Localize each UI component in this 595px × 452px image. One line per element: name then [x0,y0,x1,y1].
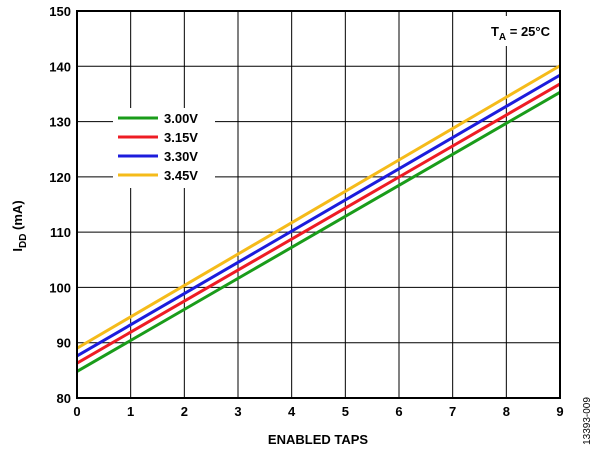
series-lines [76,64,561,373]
plot-frame [76,10,561,399]
y-tick-label: 90 [57,336,71,351]
legend: 3.00V 3.15V 3.30V 3.45V [113,108,215,188]
series-line-3.15V [76,82,561,365]
temperature-annotation: TA = 25°C [464,16,556,46]
y-axis-label: IDD (mA) [10,200,29,251]
x-axis-label: ENABLED TAPS [268,432,368,447]
series-line-3.45V [76,64,561,350]
x-tick-label: 8 [503,404,510,419]
y-axis-label-main: I [10,248,25,252]
x-tick-label: 3 [234,404,241,419]
annotation-sub: A [499,32,506,43]
y-tick-label: 120 [49,170,71,185]
y-tick-label: 140 [49,59,71,74]
y-tick-label: 80 [57,391,71,406]
y-axis-label-unit: (mA) [10,200,25,233]
x-tick-label: 0 [73,404,80,419]
x-tick-labels: 0 1 2 3 4 5 6 7 8 9 [73,404,563,419]
legend-label-3.30V: 3.30V [164,149,198,164]
x-tick-label: 7 [449,404,456,419]
figure-id: 13393-009 [582,397,593,445]
legend-label-3.15V: 3.15V [164,130,198,145]
x-tick-label: 4 [288,404,296,419]
legend-label-3.00V: 3.00V [164,111,198,126]
svg-text:TA = 25°C: TA = 25°C [491,24,551,43]
y-tick-label: 150 [49,4,71,19]
y-tick-labels: 80 90 100 110 120 130 140 150 [49,4,71,406]
x-tick-label: 6 [395,404,402,419]
annotation-rest: = 25°C [506,24,550,39]
series-line-3.00V [76,90,561,373]
series-line-3.30V [76,73,561,358]
x-tick-label: 9 [556,404,563,419]
y-tick-label: 100 [49,280,71,295]
y-tick-label: 130 [49,115,71,130]
grid [76,10,561,399]
annotation-main: T [491,24,499,39]
legend-label-3.45V: 3.45V [164,168,198,183]
y-axis-label-sub: DD [18,234,29,248]
x-tick-label: 1 [127,404,134,419]
y-tick-label: 110 [50,225,71,240]
x-tick-label: 2 [181,404,188,419]
x-tick-label: 5 [342,404,349,419]
